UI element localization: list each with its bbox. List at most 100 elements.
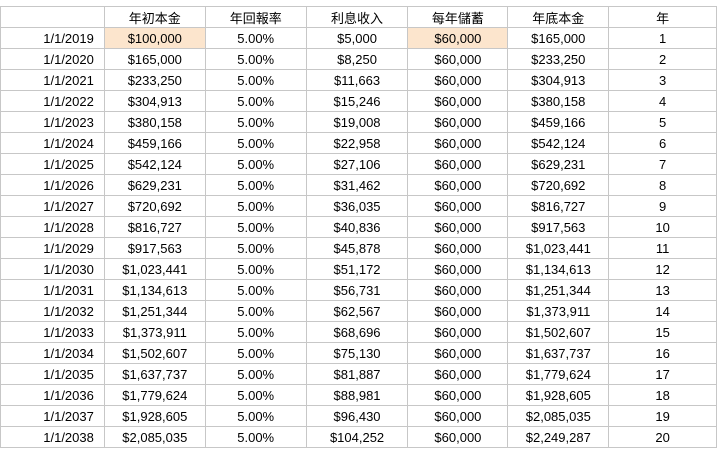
end-principal-cell[interactable]: $1,023,441	[507, 237, 610, 259]
header-cell-corner[interactable]	[0, 6, 105, 28]
return-rate-cell[interactable]: 5.00%	[204, 426, 307, 448]
return-rate-cell[interactable]: 5.00%	[204, 153, 307, 175]
year-cell[interactable]: 4	[608, 90, 717, 112]
interest-income-cell[interactable]: $104,252	[305, 426, 409, 448]
interest-income-cell[interactable]: $51,172	[305, 258, 409, 280]
annual-savings-cell[interactable]: $60,000	[407, 258, 509, 280]
year-cell[interactable]: 9	[608, 195, 717, 217]
return-rate-cell[interactable]: 5.00%	[204, 174, 307, 196]
date-cell[interactable]: 1/1/2031	[0, 279, 105, 301]
date-cell[interactable]: 1/1/2021	[0, 69, 105, 91]
end-principal-cell[interactable]: $1,637,737	[507, 342, 610, 364]
end-principal-cell[interactable]: $542,124	[507, 132, 610, 154]
annual-savings-cell[interactable]: $60,000	[407, 216, 509, 238]
end-principal-cell[interactable]: $459,166	[507, 111, 610, 133]
annual-savings-cell[interactable]: $60,000	[407, 321, 509, 343]
year-cell[interactable]: 13	[608, 279, 717, 301]
interest-income-cell[interactable]: $40,836	[305, 216, 409, 238]
annual-savings-cell[interactable]: $60,000	[407, 384, 509, 406]
interest-income-cell[interactable]: $96,430	[305, 405, 409, 427]
annual-savings-cell[interactable]: $60,000	[407, 426, 509, 448]
header-cell-annual-return[interactable]: 年回報率	[204, 6, 307, 28]
return-rate-cell[interactable]: 5.00%	[204, 405, 307, 427]
start-principal-cell[interactable]: $720,692	[103, 195, 206, 217]
start-principal-cell[interactable]: $917,563	[103, 237, 206, 259]
start-principal-cell[interactable]: $380,158	[103, 111, 206, 133]
end-principal-cell[interactable]: $629,231	[507, 153, 610, 175]
return-rate-cell[interactable]: 5.00%	[204, 90, 307, 112]
return-rate-cell[interactable]: 5.00%	[204, 342, 307, 364]
date-cell[interactable]: 1/1/2028	[0, 216, 105, 238]
date-cell[interactable]: 1/1/2019	[0, 27, 105, 49]
interest-income-cell[interactable]: $45,878	[305, 237, 409, 259]
date-cell[interactable]: 1/1/2036	[0, 384, 105, 406]
return-rate-cell[interactable]: 5.00%	[204, 258, 307, 280]
end-principal-cell[interactable]: $1,251,344	[507, 279, 610, 301]
end-principal-cell[interactable]: $2,085,035	[507, 405, 610, 427]
start-principal-cell[interactable]: $1,928,605	[103, 405, 206, 427]
end-principal-cell[interactable]: $304,913	[507, 69, 610, 91]
annual-savings-cell[interactable]: $60,000	[407, 405, 509, 427]
annual-savings-cell[interactable]: $60,000	[407, 153, 509, 175]
date-cell[interactable]: 1/1/2026	[0, 174, 105, 196]
year-cell[interactable]: 18	[608, 384, 717, 406]
date-cell[interactable]: 1/1/2022	[0, 90, 105, 112]
date-cell[interactable]: 1/1/2035	[0, 363, 105, 385]
end-principal-cell[interactable]: $380,158	[507, 90, 610, 112]
interest-income-cell[interactable]: $88,981	[305, 384, 409, 406]
annual-savings-cell[interactable]: $60,000	[407, 342, 509, 364]
end-principal-cell[interactable]: $233,250	[507, 48, 610, 70]
annual-savings-cell[interactable]: $60,000	[407, 237, 509, 259]
interest-income-cell[interactable]: $11,663	[305, 69, 409, 91]
annual-savings-cell[interactable]: $60,000	[407, 132, 509, 154]
start-principal-cell[interactable]: $304,913	[103, 90, 206, 112]
year-cell[interactable]: 19	[608, 405, 717, 427]
return-rate-cell[interactable]: 5.00%	[204, 216, 307, 238]
start-principal-cell[interactable]: $165,000	[103, 48, 206, 70]
year-cell[interactable]: 1	[608, 27, 717, 49]
year-cell[interactable]: 20	[608, 426, 717, 448]
end-principal-cell[interactable]: $1,373,911	[507, 300, 610, 322]
annual-savings-cell[interactable]: $60,000	[407, 279, 509, 301]
interest-income-cell[interactable]: $19,008	[305, 111, 409, 133]
start-principal-cell[interactable]: $542,124	[103, 153, 206, 175]
date-cell[interactable]: 1/1/2023	[0, 111, 105, 133]
annual-savings-cell[interactable]: $60,000	[407, 195, 509, 217]
year-cell[interactable]: 6	[608, 132, 717, 154]
start-principal-cell[interactable]: $1,779,624	[103, 384, 206, 406]
annual-savings-cell[interactable]: $60,000	[407, 111, 509, 133]
end-principal-cell[interactable]: $1,779,624	[507, 363, 610, 385]
interest-income-cell[interactable]: $36,035	[305, 195, 409, 217]
end-principal-cell[interactable]: $1,502,607	[507, 321, 610, 343]
date-cell[interactable]: 1/1/2033	[0, 321, 105, 343]
interest-income-cell[interactable]: $81,887	[305, 363, 409, 385]
annual-savings-cell[interactable]: $60,000	[407, 174, 509, 196]
return-rate-cell[interactable]: 5.00%	[204, 111, 307, 133]
start-principal-cell[interactable]: $1,251,344	[103, 300, 206, 322]
date-cell[interactable]: 1/1/2027	[0, 195, 105, 217]
year-cell[interactable]: 15	[608, 321, 717, 343]
end-principal-cell[interactable]: $1,928,605	[507, 384, 610, 406]
return-rate-cell[interactable]: 5.00%	[204, 195, 307, 217]
interest-income-cell[interactable]: $75,130	[305, 342, 409, 364]
return-rate-cell[interactable]: 5.00%	[204, 279, 307, 301]
return-rate-cell[interactable]: 5.00%	[204, 27, 307, 49]
year-cell[interactable]: 3	[608, 69, 717, 91]
return-rate-cell[interactable]: 5.00%	[204, 69, 307, 91]
return-rate-cell[interactable]: 5.00%	[204, 321, 307, 343]
year-cell[interactable]: 7	[608, 153, 717, 175]
annual-savings-cell[interactable]: $60,000	[407, 27, 509, 49]
date-cell[interactable]: 1/1/2032	[0, 300, 105, 322]
interest-income-cell[interactable]: $15,246	[305, 90, 409, 112]
end-principal-cell[interactable]: $1,134,613	[507, 258, 610, 280]
return-rate-cell[interactable]: 5.00%	[204, 237, 307, 259]
year-cell[interactable]: 8	[608, 174, 717, 196]
header-cell-start-principal[interactable]: 年初本金	[103, 6, 206, 28]
annual-savings-cell[interactable]: $60,000	[407, 90, 509, 112]
date-cell[interactable]: 1/1/2034	[0, 342, 105, 364]
year-cell[interactable]: 16	[608, 342, 717, 364]
date-cell[interactable]: 1/1/2029	[0, 237, 105, 259]
date-cell[interactable]: 1/1/2037	[0, 405, 105, 427]
interest-income-cell[interactable]: $56,731	[305, 279, 409, 301]
header-cell-annual-savings[interactable]: 每年儲蓄	[407, 6, 509, 28]
